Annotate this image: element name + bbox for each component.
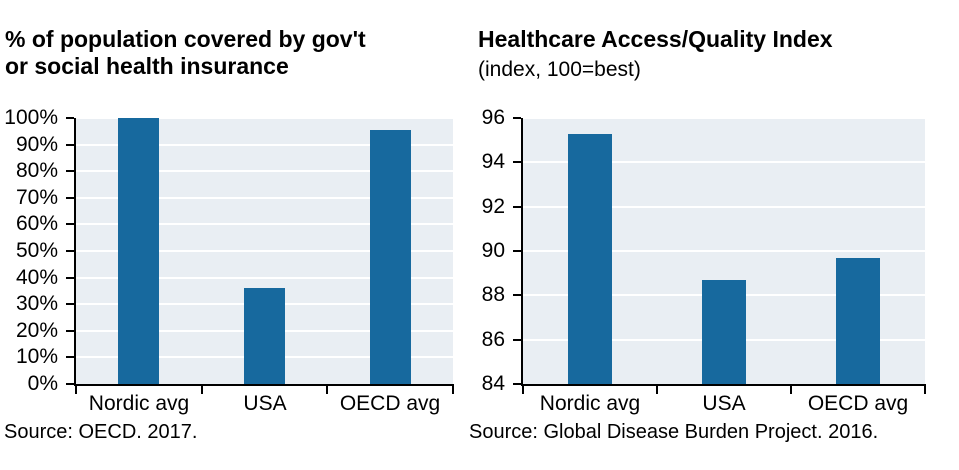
y-axis-tick-label: 90 [481, 239, 505, 262]
x-axis-label: USA [702, 392, 746, 415]
y-tick [513, 161, 521, 163]
y-tick [513, 294, 521, 296]
x-tick [326, 384, 328, 394]
x-tick [452, 384, 454, 394]
x-axis-line [74, 384, 453, 386]
y-tick [66, 383, 74, 385]
x-axis-line [521, 384, 925, 386]
gridline [76, 223, 453, 225]
x-tick [790, 384, 792, 394]
y-tick [66, 330, 74, 332]
x-axis-label: OECD avg [339, 392, 441, 415]
y-tick [66, 197, 74, 199]
y-tick [513, 117, 521, 119]
bar-usa [244, 288, 285, 384]
chart-title: Healthcare Access/Quality Index [478, 26, 833, 52]
bar-oecd-avg [370, 130, 411, 384]
gridline [76, 250, 453, 252]
y-tick [66, 303, 74, 305]
gridline [76, 144, 453, 146]
y-tick [513, 339, 521, 341]
gridline [76, 197, 453, 199]
y-axis-tick-label: 10% [15, 345, 58, 368]
y-axis-tick-label: 30% [15, 292, 58, 315]
x-axis-label: USA [243, 392, 287, 415]
y-axis-tick-label: 92 [481, 195, 505, 218]
gridline [523, 117, 925, 119]
y-axis-tick-label: 0% [27, 372, 58, 395]
y-tick [66, 170, 74, 172]
y-tick [66, 144, 74, 146]
gridline [76, 170, 453, 172]
x-tick [924, 384, 926, 394]
chart-insurance-coverage: % of population covered by gov't or soci… [0, 0, 462, 470]
gridline [523, 250, 925, 252]
x-tick [201, 384, 203, 394]
plot-root: 84 86 88 90 92 94 96 Nordic avg USA OECD avg [462, 0, 959, 470]
y-tick [66, 277, 74, 279]
y-tick [513, 206, 521, 208]
y-tick [66, 223, 74, 225]
x-tick [75, 384, 77, 394]
x-axis-label: Nordic avg [88, 392, 190, 415]
y-tick [66, 356, 74, 358]
y-tick [66, 117, 74, 119]
bar-nordic-avg [118, 118, 159, 384]
y-axis-line [74, 118, 76, 386]
y-axis-tick-label: 90% [15, 133, 58, 156]
y-tick [66, 250, 74, 252]
x-axis-label: OECD avg [807, 392, 909, 415]
y-axis-tick-label: 94 [481, 150, 505, 173]
y-axis-tick-label: 88 [481, 283, 505, 306]
y-axis-tick-label: 50% [15, 239, 58, 262]
y-axis-tick-label: 100% [4, 106, 58, 129]
y-tick [513, 250, 521, 252]
chart-subtitle: (index, 100=best) [478, 58, 641, 81]
chart-title: % of population covered by gov't or soci… [5, 26, 366, 79]
source-note: Source: Global Disease Burden Project. 2… [469, 421, 879, 443]
bar-nordic-avg [568, 134, 612, 384]
gridline [76, 277, 453, 279]
y-axis-tick-label: 80% [15, 159, 58, 182]
y-axis-tick-label: 86 [481, 328, 505, 351]
source-note: Source: OECD. 2017. [4, 421, 198, 443]
x-axis-label: Nordic avg [539, 392, 641, 415]
plot-root: 0% 10% 20% 30% 40% 50% 60% 70% 80% 90% 100% Nordic … [0, 0, 462, 470]
x-tick [656, 384, 658, 394]
y-axis-tick-label: 40% [15, 266, 58, 289]
y-axis-tick-label: 20% [15, 319, 58, 342]
y-axis-tick-label: 96 [481, 106, 505, 129]
x-tick [522, 384, 524, 394]
gridline [523, 206, 925, 208]
bar-oecd-avg [836, 258, 880, 384]
bar-usa [702, 280, 746, 384]
y-axis-tick-label: 70% [15, 186, 58, 209]
gridline [523, 161, 925, 163]
y-axis-tick-label: 84 [481, 372, 505, 395]
y-tick [513, 383, 521, 385]
gridline [76, 117, 453, 119]
y-axis-tick-label: 60% [15, 212, 58, 235]
y-axis-line [521, 118, 523, 386]
chart-haq-index: Healthcare Access/Quality Index (index, … [462, 0, 959, 470]
